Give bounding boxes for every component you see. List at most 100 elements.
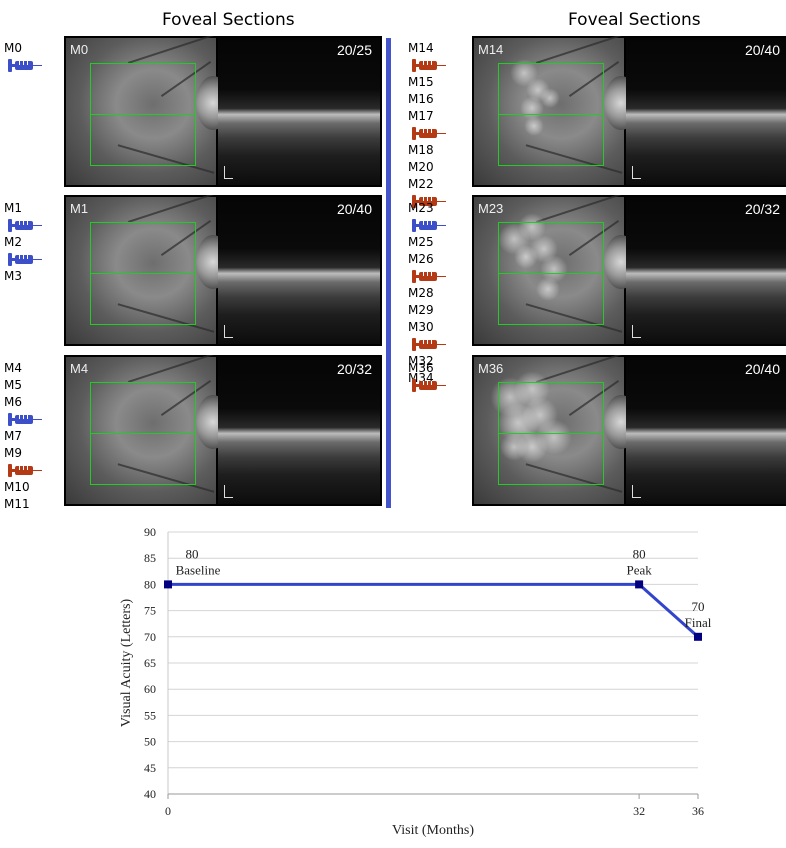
syringe-icon bbox=[412, 338, 446, 351]
syringe-tick bbox=[431, 381, 432, 385]
panel-month-label: M1 bbox=[70, 201, 89, 216]
visit-item: M22 bbox=[408, 176, 446, 210]
syringe-tick bbox=[27, 221, 28, 225]
y-tick-label: 60 bbox=[144, 682, 156, 696]
syringe-tick bbox=[431, 197, 432, 201]
visit-label: M36 bbox=[408, 361, 434, 375]
visit-label: M25 bbox=[408, 235, 434, 249]
visit-label: M11 bbox=[4, 497, 30, 511]
syringe-body bbox=[419, 197, 437, 206]
syringe-icon bbox=[8, 464, 42, 477]
syringe-tick bbox=[431, 272, 432, 276]
retinal-vessel bbox=[535, 355, 623, 383]
visit-item: M5 bbox=[4, 377, 42, 394]
hyperreflective-lesion bbox=[524, 116, 544, 136]
syringe-tick bbox=[19, 466, 20, 470]
x-tick-label: 0 bbox=[165, 804, 171, 818]
retinal-vessel bbox=[127, 355, 215, 383]
imaging-panel: M36 20/40 bbox=[472, 355, 786, 506]
syringe-body bbox=[15, 61, 33, 70]
syringe-needle bbox=[437, 201, 446, 202]
visit-item: M20 bbox=[408, 159, 446, 176]
syringe-plunger bbox=[412, 195, 416, 208]
syringe-tick bbox=[431, 61, 432, 65]
data-value-label: 80 bbox=[633, 546, 646, 561]
y-tick-label: 50 bbox=[144, 735, 156, 749]
visit-list: M0 bbox=[4, 40, 42, 74]
visual-acuity-value: 20/40 bbox=[744, 42, 780, 58]
scan-line bbox=[90, 114, 194, 115]
visit-item: M10 bbox=[4, 479, 42, 496]
syringe-rod bbox=[12, 64, 16, 67]
syringe-icon bbox=[8, 253, 42, 266]
visit-item: M18 bbox=[408, 142, 446, 159]
syringe-plunger bbox=[412, 59, 416, 72]
visit-item: M6 bbox=[4, 394, 42, 428]
syringe-plunger bbox=[412, 219, 416, 232]
visit-item: M23 bbox=[408, 200, 446, 234]
scan-line bbox=[90, 273, 194, 274]
visit-item: M32 bbox=[408, 353, 446, 370]
imaging-panel: M0 20/25 bbox=[64, 36, 382, 187]
syringe-tick bbox=[423, 129, 424, 133]
syringe-body bbox=[15, 466, 33, 475]
syringe-tick bbox=[427, 381, 428, 385]
syringe-tick bbox=[427, 197, 428, 201]
syringe-icon bbox=[8, 219, 42, 232]
hyperreflective-lesion bbox=[500, 433, 528, 461]
imaging-panel: M14 20/40 bbox=[472, 36, 786, 187]
syringe-plunger bbox=[412, 127, 416, 140]
hyperreflective-lesion bbox=[540, 88, 560, 108]
syringe-icon bbox=[412, 270, 446, 283]
syringe-tick bbox=[427, 340, 428, 344]
data-point-marker bbox=[694, 632, 702, 641]
syringe-tick bbox=[427, 129, 428, 133]
visit-label: M22 bbox=[408, 177, 434, 191]
visit-label: M6 bbox=[4, 395, 22, 409]
panel-month-label: M0 bbox=[70, 42, 89, 57]
syringe-plunger bbox=[8, 464, 12, 477]
syringe-tick bbox=[23, 466, 24, 470]
syringe-rod bbox=[416, 132, 420, 135]
panel-month-label: M36 bbox=[478, 361, 504, 376]
fundus-image bbox=[474, 36, 638, 185]
syringe-rod bbox=[416, 343, 420, 346]
y-tick-label: 90 bbox=[144, 525, 156, 539]
syringe-body bbox=[15, 415, 33, 424]
syringe-body bbox=[419, 272, 437, 281]
y-tick-label: 55 bbox=[144, 708, 156, 722]
visit-label: M23 bbox=[408, 201, 434, 215]
syringe-rod bbox=[416, 200, 420, 203]
syringe-body bbox=[419, 381, 437, 390]
syringe-plunger bbox=[8, 219, 12, 232]
syringe-plunger bbox=[8, 253, 12, 266]
syringe-body bbox=[419, 340, 437, 349]
syringe-body bbox=[419, 221, 437, 230]
syringe-tick bbox=[427, 61, 428, 65]
visit-label: M18 bbox=[408, 143, 434, 157]
fundus-image bbox=[474, 355, 638, 504]
syringe-needle bbox=[437, 385, 446, 386]
syringe-needle bbox=[437, 225, 446, 226]
visit-label: M5 bbox=[4, 378, 22, 392]
y-tick-label: 75 bbox=[144, 604, 156, 618]
syringe-tick bbox=[423, 340, 424, 344]
visual-acuity-value: 20/40 bbox=[336, 201, 372, 217]
syringe-tick bbox=[19, 415, 20, 419]
panel-month-label: M23 bbox=[478, 201, 504, 216]
syringe-tick bbox=[23, 221, 24, 225]
syringe-icon bbox=[8, 413, 42, 426]
retinal-vessel bbox=[535, 195, 623, 223]
visit-item: M15 bbox=[408, 74, 446, 91]
visit-label: M16 bbox=[408, 92, 434, 106]
syringe-tick bbox=[431, 129, 432, 133]
syringe-icon bbox=[412, 59, 446, 72]
scan-line bbox=[498, 433, 602, 434]
visit-item: M0 bbox=[4, 40, 42, 74]
scan-line bbox=[498, 114, 602, 115]
hyperreflective-lesion bbox=[514, 245, 538, 269]
scale-bar bbox=[632, 166, 641, 179]
syringe-body bbox=[419, 61, 437, 70]
fundus-image bbox=[66, 195, 230, 344]
